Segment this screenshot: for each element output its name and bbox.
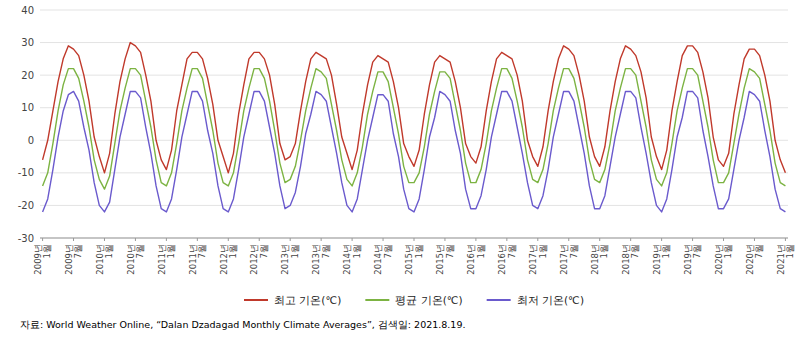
y-tick-label: 0 — [28, 135, 34, 146]
legend-label: 최고 기온(℃) — [274, 294, 341, 306]
y-tick-label: 40 — [21, 5, 34, 16]
x-tick — [290, 238, 291, 241]
grid-line — [40, 172, 788, 173]
x-tick-label: 2016년1월 — [466, 244, 486, 275]
grid-line — [40, 42, 788, 43]
x-tick-label: 2010년1월 — [95, 244, 115, 275]
legend-item: 최저 기온(℃) — [487, 294, 584, 306]
grid-line — [40, 10, 788, 11]
x-tick — [599, 238, 600, 241]
x-tick-label: 2013년7월 — [311, 244, 331, 275]
x-tick-label: 2013년1월 — [280, 244, 300, 275]
x-tick-label: 2021년1월 — [776, 244, 796, 275]
x-tick-label: 2012년7월 — [249, 244, 269, 275]
x-tick — [352, 238, 353, 241]
x-tick-label: 2014년1월 — [342, 244, 362, 275]
legend: 최고 기온(℃) 평균 기온(℃) 최저 기온(℃) — [244, 294, 584, 306]
y-tick-label: -10 — [18, 167, 34, 178]
x-tick — [475, 238, 476, 241]
x-tick — [42, 238, 43, 241]
legend-swatch — [487, 299, 511, 301]
x-tick-label: 2018년7월 — [621, 244, 641, 275]
y-tick-label: 10 — [21, 102, 34, 113]
y-tick-label: 30 — [21, 37, 34, 48]
x-tick — [135, 238, 136, 241]
x-tick — [506, 238, 507, 241]
x-tick-label: 2012년1월 — [219, 244, 239, 275]
x-tick — [537, 238, 538, 241]
legend-item: 평균 기온(℃) — [365, 294, 462, 306]
x-tick-label: 2015년1월 — [404, 244, 424, 275]
x-tick — [661, 238, 662, 241]
y-tick-label: -20 — [18, 200, 34, 211]
x-tick — [166, 238, 167, 241]
x-tick — [73, 238, 74, 241]
x-tick-label: 2011년7월 — [188, 244, 208, 275]
source-note: 자료: World Weather Online, “Dalan Dzadaga… — [20, 319, 465, 330]
x-tick-label: 2019년7월 — [683, 244, 703, 275]
lines — [43, 43, 786, 212]
grid-line — [40, 140, 788, 141]
y-tick-label: 20 — [21, 70, 34, 81]
series-line — [43, 91, 786, 212]
x-tick — [414, 238, 415, 241]
x-tick-label: 2019년1월 — [652, 244, 672, 275]
y-tick-label: -30 — [18, 233, 34, 244]
chart: -30 -20 -10 0 10 20 30 40 2009년1월 2009년7월 2010년1월 2… — [0, 0, 802, 337]
x-tick-label: 2016년7월 — [497, 244, 517, 275]
x-tick — [754, 238, 755, 241]
x-tick — [692, 238, 693, 241]
grid-line — [40, 205, 788, 206]
x-tick — [104, 238, 105, 241]
x-tick — [785, 238, 786, 241]
x-tick-label: 2015년7월 — [435, 244, 455, 275]
grid-line — [40, 75, 788, 76]
x-tick — [444, 238, 445, 241]
x-tick-label: 2017년1월 — [528, 244, 548, 275]
x-tick — [630, 238, 631, 241]
x-tick-label: 2020년1월 — [714, 244, 734, 275]
x-tick — [259, 238, 260, 241]
legend-label: 평균 기온(℃) — [395, 294, 462, 306]
x-tick-label: 2014년7월 — [373, 244, 393, 275]
grid — [40, 10, 788, 238]
x-tick-label: 2010년7월 — [126, 244, 146, 275]
legend-swatch — [365, 299, 389, 301]
x-tick — [568, 238, 569, 241]
x-tick-label: 2009년7월 — [64, 244, 84, 275]
x-tick — [383, 238, 384, 241]
x-tick — [723, 238, 724, 241]
x-tick — [228, 238, 229, 241]
x-tick-label: 2020년7월 — [745, 244, 765, 275]
legend-label: 최저 기온(℃) — [517, 294, 584, 306]
legend-item: 최고 기온(℃) — [244, 294, 341, 306]
x-tick — [321, 238, 322, 241]
x-tick-label: 2018년1월 — [590, 244, 610, 275]
legend-swatch — [244, 299, 268, 301]
x-tick-label: 2017년7월 — [559, 244, 579, 275]
x-tick — [197, 238, 198, 241]
x-tick-label: 2011년1월 — [157, 244, 177, 275]
x-tick-label: 2009년1월 — [33, 244, 53, 275]
